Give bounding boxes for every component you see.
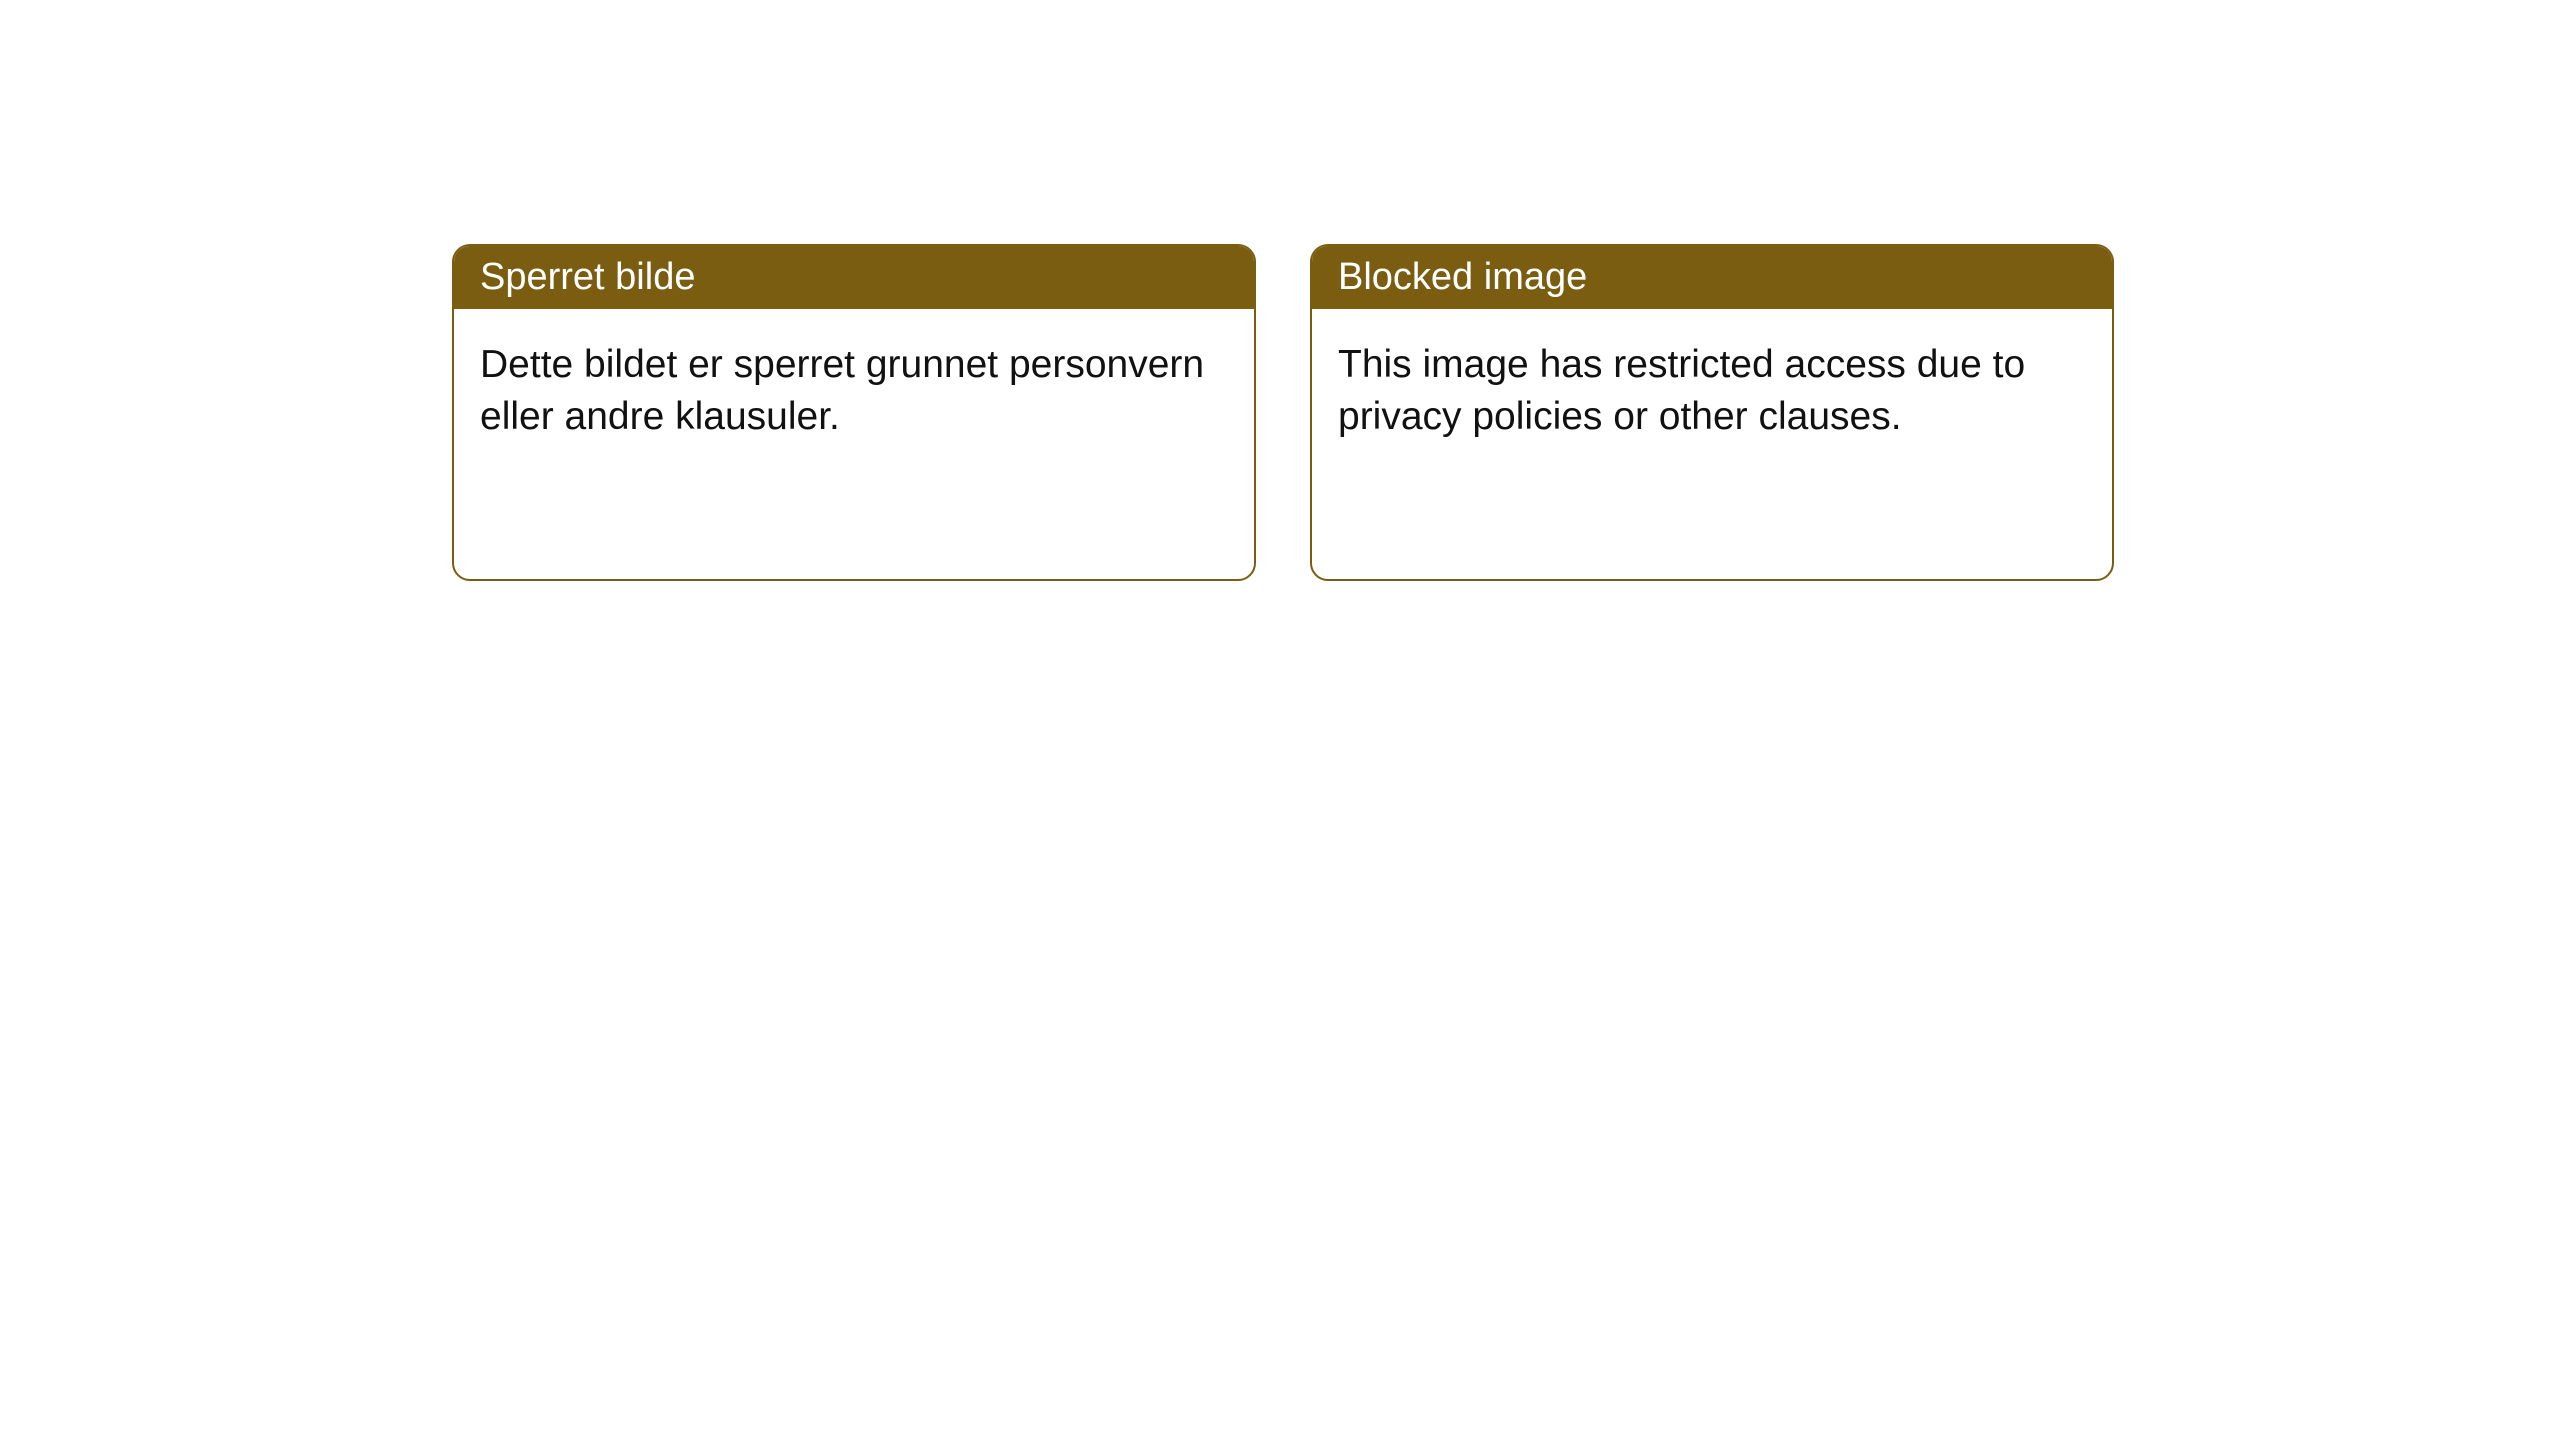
notice-header: Blocked image xyxy=(1312,246,2112,309)
notice-body-text: Dette bildet er sperret grunnet personve… xyxy=(480,343,1204,438)
notice-body: Dette bildet er sperret grunnet personve… xyxy=(454,309,1254,579)
notice-container: Sperret bilde Dette bildet er sperret gr… xyxy=(452,244,2114,581)
notice-body-text: This image has restricted access due to … xyxy=(1338,343,2025,438)
notice-card-english: Blocked image This image has restricted … xyxy=(1310,244,2114,581)
notice-card-norwegian: Sperret bilde Dette bildet er sperret gr… xyxy=(452,244,1256,581)
notice-title: Blocked image xyxy=(1338,256,1587,298)
notice-body: This image has restricted access due to … xyxy=(1312,309,2112,579)
notice-title: Sperret bilde xyxy=(480,256,695,298)
notice-header: Sperret bilde xyxy=(454,246,1254,309)
